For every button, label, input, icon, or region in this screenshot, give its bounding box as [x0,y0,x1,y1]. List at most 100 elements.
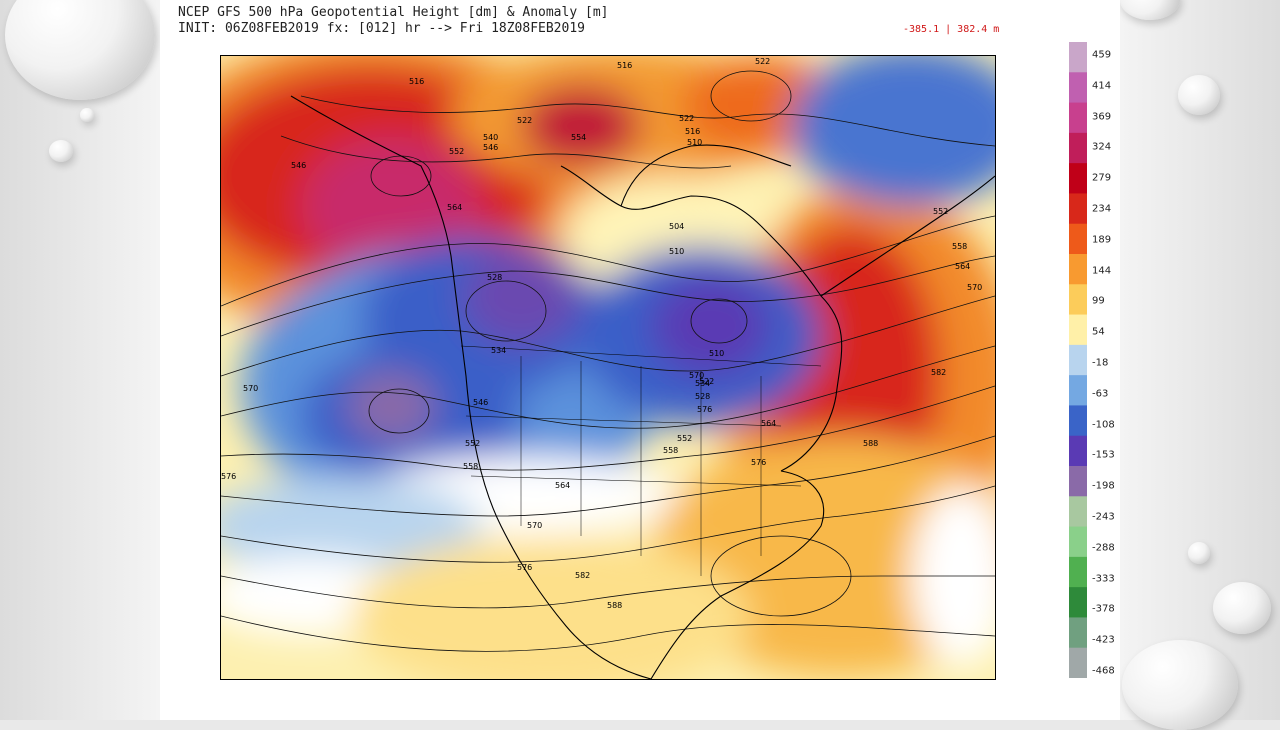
colorbar [1069,42,1087,679]
water-drop-decoration [5,0,155,100]
height-label: 552 [465,439,480,448]
height-label: 564 [761,419,776,428]
height-label: 576 [517,563,532,572]
water-drop-decoration [1122,640,1238,730]
colorbar-tick-label: -333 [1092,573,1115,585]
political-borders [460,345,822,576]
height-contours [221,70,995,652]
height-label: 516 [617,61,632,70]
colorbar-tick-label: -18 [1092,357,1109,369]
height-label: 546 [291,161,306,170]
height-label: 534 [491,346,506,355]
anomaly-range: -385.1 | 382.4 m [903,24,1000,35]
colorbar-tick-label: 324 [1092,141,1112,153]
height-label: 570 [689,371,704,380]
height-label: 588 [863,439,878,448]
height-label: 582 [575,571,590,580]
height-label: 534 [695,379,710,388]
height-label: 546 [473,398,488,407]
colorbar-tick-label: -243 [1092,511,1115,523]
colorbar-tick-label: -153 [1092,449,1115,461]
height-label: 510 [669,247,684,256]
colorbar-tick-label: -378 [1092,603,1115,615]
height-label: 588 [607,601,622,610]
colorbar-tick-label: 234 [1092,203,1112,215]
colorbar-tick-label: 279 [1092,172,1112,184]
colorbar-tick-label: 54 [1092,326,1105,338]
height-label: 564 [555,481,570,490]
water-drop-decoration [80,108,94,122]
height-label: 558 [952,242,967,251]
height-label: 522 [699,377,714,386]
height-label: 558 [463,462,478,471]
colorbar-tick-label: -198 [1092,480,1115,492]
colorbar-swatch [1069,617,1087,649]
chart-title: NCEP GFS 500 hPa Geopotential Height [dm… [178,5,609,20]
height-label: 528 [695,392,710,401]
colorbar-swatch [1069,42,1087,73]
height-label: 576 [751,458,766,467]
height-label: 552 [449,147,464,156]
colorbar-tick-label: -108 [1092,419,1115,431]
colorbar-tick-label: -423 [1092,634,1115,646]
colorbar-svg [1069,42,1087,679]
colorbar-swatch [1069,526,1087,558]
colorbar-swatch [1069,496,1087,528]
colorbar-swatch [1069,375,1087,406]
colorbar-swatch [1069,405,1087,437]
height-label: 558 [663,446,678,455]
height-label: 552 [677,434,692,443]
water-drop-decoration [1120,0,1180,20]
colorbar-swatch [1069,284,1087,316]
height-label: 510 [687,138,702,147]
height-label: 516 [685,127,700,136]
height-label: 540 [483,133,498,142]
height-label: 570 [967,283,982,292]
colorbar-tick-label: -468 [1092,665,1115,677]
colorbar-swatch [1069,647,1087,679]
colorbar-swatch [1069,587,1087,618]
colorbar-swatch [1069,556,1087,588]
water-drop-decoration [1188,542,1210,564]
height-label: 564 [447,203,462,212]
height-label: 552 [933,207,948,216]
height-label: 516 [409,77,424,86]
colorbar-swatch [1069,435,1087,467]
colorbar-swatch [1069,102,1087,134]
colorbar-swatch [1069,344,1087,376]
height-label: 554 [571,133,586,142]
coastlines [290,95,995,679]
water-drop-decoration [1213,582,1271,634]
colorbar-tick-label: -288 [1092,542,1115,554]
colorbar-swatch [1069,72,1087,104]
height-label: 522 [679,114,694,123]
water-drop-decoration [1178,75,1220,115]
colorbar-swatch [1069,132,1087,164]
map-svg: 516 516 522 522 522 540 546 546 552 554 … [221,56,995,679]
colorbar-tick-label: 189 [1092,234,1112,246]
height-label: 522 [517,116,532,125]
height-label: 570 [527,521,542,530]
height-label: 522 [755,57,770,66]
height-labels: 516 516 522 522 522 540 546 546 552 554 … [221,57,982,610]
height-label: 504 [669,222,684,231]
water-drop-decoration [49,140,73,162]
colorbar-tick-label: 414 [1092,80,1112,92]
height-label: 576 [221,472,236,481]
colorbar-tick-label: 459 [1092,49,1112,61]
height-label: 546 [483,143,498,152]
background-left [0,0,160,720]
colorbar-tick-label: 144 [1092,265,1112,277]
colorbar-swatch [1069,163,1087,194]
colorbar-swatch [1069,466,1087,497]
colorbar-tick-label: -63 [1092,388,1109,400]
colorbar-swatch [1069,223,1087,255]
height-label: 582 [931,368,946,377]
colorbar-tick-label: 99 [1092,295,1105,307]
height-label: 570 [243,384,258,393]
colorbar-swatch [1069,314,1087,346]
height-label: 528 [487,273,502,282]
colorbar-swatch [1069,193,1087,225]
colorbar-swatch [1069,254,1087,285]
chart-init-line: INIT: 06Z08FEB2019 fx: [012] hr --> Fri … [178,21,585,36]
